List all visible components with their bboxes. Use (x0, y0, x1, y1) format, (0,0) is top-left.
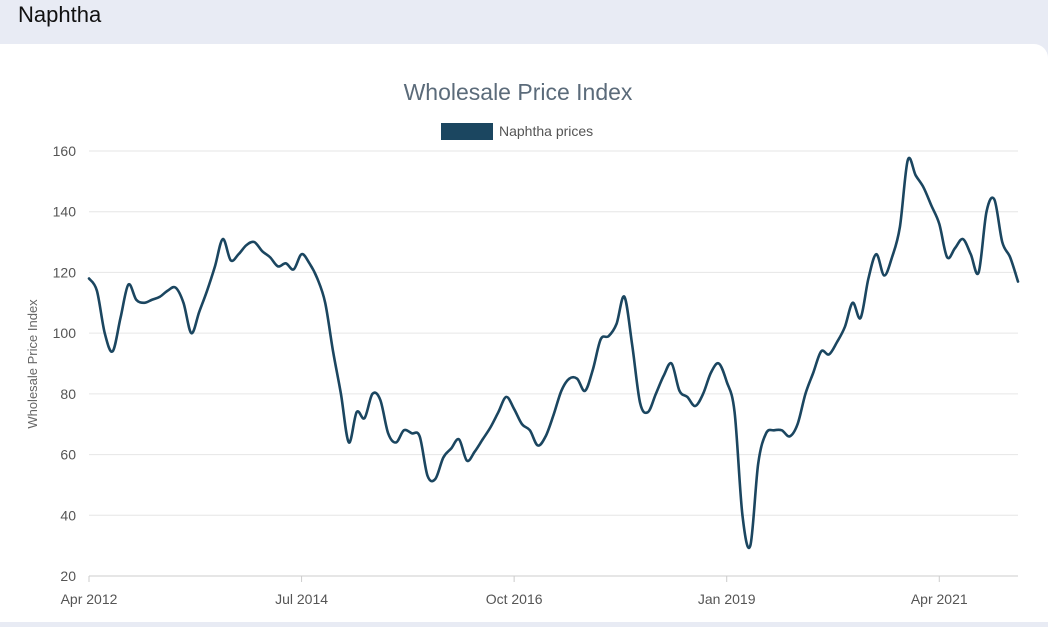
grid-layer (89, 150, 1018, 577)
page-title: Naphtha (18, 2, 102, 27)
legend-swatch (441, 123, 493, 140)
x-tick-label: Jul 2014 (275, 591, 328, 607)
x-tick-label: Apr 2021 (911, 591, 968, 607)
price-index-chart: Wholesale Price Index Naphtha prices 20 4… (25, 79, 1020, 607)
y-tick-label: 60 (60, 447, 76, 463)
y-axis-ticks: 20 40 60 80 100 120 140 160 (53, 143, 77, 584)
x-tick-label: Jan 2019 (698, 591, 756, 607)
y-tick-label: 140 (53, 204, 77, 220)
series-line-naphtha (87, 156, 1020, 550)
y-tick-label: 80 (60, 386, 76, 402)
y-axis-label: Wholesale Price Index (25, 299, 40, 429)
legend-label: Naphtha prices (499, 123, 593, 139)
y-tick-label: 120 (53, 264, 77, 280)
y-tick-label: 160 (53, 143, 77, 159)
y-tick-label: 20 (60, 568, 76, 584)
x-axis-ticks: Apr 2012 Jul 2014 Oct 2016 Jan 2019 Apr 2021 (61, 576, 968, 607)
legend[interactable]: Naphtha prices (441, 123, 593, 140)
chart-title: Wholesale Price Index (404, 79, 633, 105)
x-tick-label: Oct 2016 (486, 591, 543, 607)
x-tick-label: Apr 2012 (61, 591, 118, 607)
y-tick-label: 40 (60, 507, 76, 523)
chart-card: Wholesale Price Index Naphtha prices 20 4… (0, 44, 1048, 622)
page-header: Naphtha (0, 0, 1048, 44)
y-tick-label: 100 (53, 325, 77, 341)
